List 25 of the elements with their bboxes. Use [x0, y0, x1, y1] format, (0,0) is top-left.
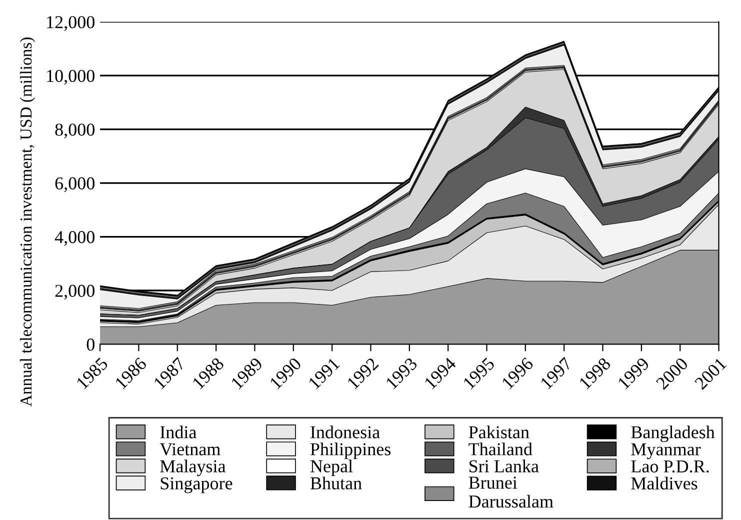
y-tick-label: 6,000 [55, 177, 94, 192]
legend-label: Indonesia [310, 426, 380, 438]
legend-label: Singapore [160, 477, 232, 494]
legend-label: Lao P.D.R. [631, 460, 709, 473]
legend-label: India [160, 426, 196, 438]
y-tick-label: 8,000 [55, 124, 94, 138]
legend-label: Pakistan [468, 426, 530, 438]
y-tick-label: 4,000 [54, 231, 94, 246]
legend-label: Myanmar [631, 443, 701, 460]
x-tick-label: 1991 [308, 357, 340, 390]
legend-label: Philippines [310, 442, 391, 460]
legend-label: Bhutan [310, 476, 362, 490]
legend-label: Bangladesh [631, 426, 715, 442]
legend-label: Thailand [468, 442, 532, 456]
legend-label: Nepal [310, 460, 353, 476]
legend-label: Vietnam [160, 443, 220, 456]
y-axis-title: Annual telecommunication investment, USD (millions) [20, 38, 36, 406]
legend-label: Maldives [631, 476, 698, 490]
y-tick-label: 2,000 [55, 284, 94, 300]
y-tick-label: 0 [86, 338, 94, 351]
y-tick-label: 12,000 [47, 16, 94, 31]
legend-label: Sri Lanka [470, 460, 539, 472]
legend-label: Brunei Darussalam [468, 476, 554, 508]
legend-label: Malaysia [160, 460, 226, 476]
y-tick-label: 10,000 [47, 70, 94, 85]
